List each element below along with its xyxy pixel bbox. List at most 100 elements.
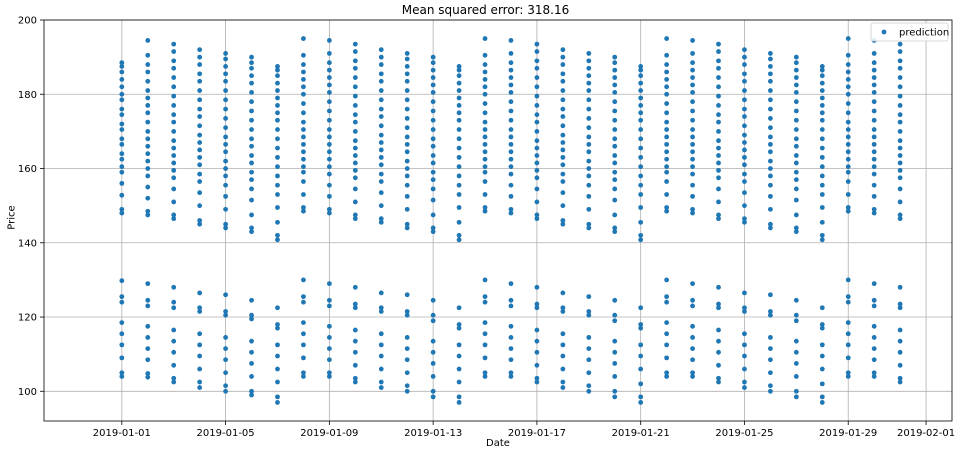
data-point [819, 232, 825, 238]
data-point [534, 128, 540, 134]
data-point [638, 342, 644, 348]
data-point [508, 323, 514, 329]
data-point [716, 338, 721, 344]
chart-title: Mean squared error: 318.16 [401, 3, 570, 17]
data-point [145, 136, 151, 142]
data-point [586, 141, 592, 147]
data-point [534, 58, 540, 64]
data-point [586, 346, 592, 351]
data-point [249, 388, 254, 394]
data-point [275, 182, 280, 188]
data-point [690, 193, 695, 199]
data-point [430, 90, 436, 95]
data-point [560, 140, 566, 145]
data-point [586, 166, 592, 171]
data-point [793, 75, 799, 80]
data-point [690, 141, 695, 147]
data-point [275, 73, 280, 79]
data-point [249, 297, 254, 303]
data-point [301, 134, 306, 140]
data-point [197, 78, 203, 84]
data-point [352, 138, 358, 144]
data-point [145, 323, 151, 329]
data-point [716, 145, 721, 151]
data-point [793, 225, 799, 231]
data-point [456, 73, 462, 79]
data-point [482, 119, 488, 125]
data-point [119, 320, 125, 326]
data-point [819, 88, 825, 93]
data-point [171, 58, 177, 64]
data-point [716, 160, 721, 166]
data-point [171, 338, 177, 344]
data-point [664, 208, 670, 214]
data-point [819, 400, 825, 405]
data-point [119, 374, 125, 379]
data-point [819, 219, 825, 225]
data-point [301, 52, 306, 58]
data-point [171, 284, 177, 290]
data-point [301, 208, 306, 214]
data-point [742, 47, 747, 53]
data-point [690, 171, 695, 177]
data-point [404, 51, 410, 56]
data-point [586, 106, 592, 112]
data-point [742, 366, 747, 372]
data-point [845, 370, 851, 376]
data-point [819, 192, 825, 197]
data-point [275, 192, 280, 197]
data-point [871, 141, 877, 147]
data-point [871, 193, 877, 199]
data-point [664, 69, 670, 75]
data-point [638, 232, 644, 238]
data-point [664, 119, 670, 125]
data-point [586, 58, 592, 64]
data-point [197, 132, 203, 138]
data-point [768, 383, 773, 389]
data-point [768, 115, 773, 121]
data-point [845, 134, 851, 140]
data-point [275, 379, 280, 385]
data-point [871, 108, 877, 114]
data-point [404, 388, 410, 394]
data-point [845, 164, 851, 170]
data-point [249, 312, 254, 318]
data-point [638, 80, 644, 86]
data-point [871, 182, 877, 188]
data-point [456, 232, 462, 238]
data-point [560, 88, 566, 93]
x-tick-label: 2019-01-29 [819, 428, 877, 439]
data-point [482, 134, 488, 140]
data-point [897, 301, 903, 307]
data-point [586, 357, 592, 363]
y-tick-label: 180 [18, 90, 37, 101]
data-point [197, 62, 203, 67]
data-point [638, 64, 644, 69]
data-point [223, 125, 229, 131]
data-point [871, 303, 877, 309]
data-point [145, 195, 151, 201]
data-point [793, 67, 799, 73]
data-point [197, 171, 203, 177]
data-point [326, 303, 332, 309]
data-point [197, 71, 203, 77]
x-axis-label: Date [486, 438, 510, 449]
data-point [586, 51, 592, 56]
data-point [897, 327, 903, 333]
data-point [430, 225, 436, 231]
data-point [742, 78, 747, 84]
x-tick-label: 2019-01-17 [508, 428, 566, 439]
data-point [352, 327, 358, 333]
data-point [690, 67, 695, 73]
data-point [456, 102, 462, 108]
data-point [638, 117, 644, 123]
data-point [378, 106, 384, 112]
data-point [768, 309, 773, 314]
data-point [404, 134, 410, 140]
data-point [301, 77, 306, 82]
data-point [119, 169, 125, 175]
data-point [352, 75, 358, 80]
data-point [716, 65, 721, 71]
data-point [119, 151, 125, 157]
data-point [897, 212, 903, 218]
